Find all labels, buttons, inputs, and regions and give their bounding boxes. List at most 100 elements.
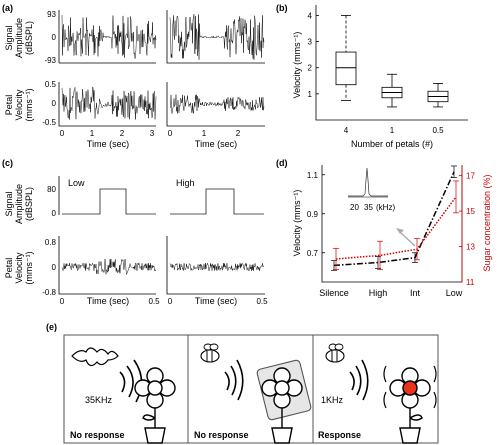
panel-c: (c) Signal Amplitude (dBSPL) Petal Veloc… xyxy=(2,158,268,306)
panel-c-left-xtick: 0 xyxy=(60,297,65,306)
panel-a-top-ylabel-1: Signal xyxy=(4,25,14,50)
scene-response-freq: 1KHz xyxy=(321,395,344,405)
panel-d-right-ytick-label: 11 xyxy=(466,278,475,287)
panel-c-bottom-ylabel-1: Petal xyxy=(4,258,14,279)
panel-a-right-xlabel: Time (sec) xyxy=(195,139,237,149)
panel-b-ytick-label: 1 xyxy=(308,90,313,99)
panel-b-xlabel: Number of petals (#) xyxy=(351,139,433,149)
panel-d-series-line xyxy=(335,196,457,260)
panel-a-left-xtick: 3 xyxy=(150,129,155,138)
panel-d-ticks: 0.7 0.9 1.1 11 13 15 17 Silence High Int Low xyxy=(307,171,476,298)
panel-a-left-xtick: 2 xyxy=(120,129,125,138)
panel-a-left-signal-trace xyxy=(61,14,157,59)
panel-b-ylabel: Velocity (mms⁻¹) xyxy=(292,32,302,99)
panel-d-right-ytick-label: 15 xyxy=(466,207,475,216)
panel-d-xtick-label: Silence xyxy=(319,288,349,298)
panel-a-right-xtick: 1 xyxy=(202,129,207,138)
panel-c-bottom-ylabel-2: Velocity xyxy=(14,252,24,284)
panel-d-right-ytick-label: 17 xyxy=(466,172,475,181)
panel-c-low-pulse xyxy=(62,188,156,215)
flower-icon xyxy=(261,367,303,444)
panel-a-top-ytick: 0 xyxy=(52,33,57,42)
panel-c-left-xlabel: Time (sec) xyxy=(87,296,129,306)
panel-a-top-ylabel-2: Amplitude xyxy=(14,18,24,58)
panel-c-bottom-ylabel-3: (mms⁻¹) xyxy=(24,251,34,284)
panel-b-ytick-label: 4 xyxy=(308,11,313,20)
panel-b-boxes xyxy=(335,15,449,108)
panel-b-xtick-label: 4 xyxy=(344,126,349,135)
bat-icon xyxy=(71,347,119,367)
panel-a-right-xtick: 2 xyxy=(236,129,241,138)
panel-c-top-ylabel-3: (dBSPL) xyxy=(24,187,34,221)
panel-a-bottom-ytick: -0.5 xyxy=(42,118,56,127)
inset-tick: 20 xyxy=(350,203,359,212)
panel-c-label: (c) xyxy=(2,158,13,168)
bee-icon xyxy=(200,343,220,363)
panel-b-label: (b) xyxy=(276,3,288,13)
panel-d-xtick-label: Low xyxy=(446,288,463,298)
panel-c-low-label: Low xyxy=(68,178,85,188)
vibration-marks-icon xyxy=(383,365,437,409)
panel-b-axes xyxy=(315,5,468,121)
panel-d-right-ytick-label: 13 xyxy=(466,243,475,252)
panel-a-left-velocity-trace xyxy=(61,86,157,120)
panel-d-left-ytick-label: 0.9 xyxy=(307,210,319,219)
panel-d-ylabel-right: Sugar concentration (%) xyxy=(482,174,492,271)
panel-a-right-velocity-trace xyxy=(169,94,265,114)
panel-a-top-ytick: -93 xyxy=(44,56,56,65)
flower-icon xyxy=(134,367,176,444)
panel-c-left-xtick: 0.5 xyxy=(148,297,160,306)
panel-c-bottom-ytick: 0.8 xyxy=(45,238,57,247)
panel-c-top-ylabel-1: Signal xyxy=(4,191,14,216)
panel-c-high-label: High xyxy=(176,178,195,188)
panel-a-bottom-ylabel-2: Velocity xyxy=(14,89,24,121)
panel-a-right-signal-trace xyxy=(169,14,265,60)
panel-c-right-axes xyxy=(166,236,265,295)
panel-d-inset: 20 35 (kHz) xyxy=(348,167,416,247)
panel-c-right-xtick: 0.5 xyxy=(256,297,268,306)
panel-b-ytick-label: 3 xyxy=(308,38,313,47)
panel-b-ticks: 1 2 3 4 4 1 0.5 xyxy=(308,11,445,135)
panel-e: (e) 35KHz No response xyxy=(46,322,439,444)
panel-a-traces xyxy=(61,14,265,120)
bee-icon xyxy=(325,343,345,363)
panel-c-high-velocity-trace xyxy=(169,262,265,272)
panel-a-left-axes xyxy=(58,10,156,127)
inset-spectrum-line xyxy=(348,167,388,197)
inset-arrowhead xyxy=(396,228,404,234)
panel-a-top-ylabel-3: (dBSPL) xyxy=(24,21,34,55)
panel-a-bottom-ylabel-1: Petal xyxy=(4,95,14,116)
panel-a-left-xtick: 0 xyxy=(60,129,65,138)
panel-a-left-xlabel: Time (sec) xyxy=(87,139,129,149)
panel-d-ylabel-left: Velocity (mms⁻¹) xyxy=(292,190,302,257)
inset-tick: 35 xyxy=(364,203,373,212)
flower-icon xyxy=(383,365,437,444)
panel-c-left-axes xyxy=(58,176,156,295)
panel-b-box xyxy=(335,51,357,86)
flower-center-highlight xyxy=(402,380,418,396)
sound-waves-icon xyxy=(224,359,244,401)
scene-bat-caption: No response xyxy=(70,430,125,440)
panel-b: (b) Velocity (mms⁻¹) 1 2 3 4 4 1 0.5 Number of… xyxy=(276,3,468,149)
inset-arrow xyxy=(399,231,416,247)
inset-tick: (kHz) xyxy=(376,203,395,212)
panel-a-bottom-ytick: 0 xyxy=(52,99,57,108)
panel-c-top-ylabel-2: Amplitude xyxy=(14,184,24,224)
panel-c-high-pulse xyxy=(170,188,264,215)
panel-c-right-xlabel: Time (sec) xyxy=(195,296,237,306)
scene-bat: 35KHz No response xyxy=(70,347,176,444)
panel-c-bottom-ytick: 0 xyxy=(52,263,57,272)
panel-c-right-xtick: 0 xyxy=(168,297,173,306)
panel-a-label: (a) xyxy=(2,3,13,13)
scene-bee-response: 1KHz Response xyxy=(318,343,437,444)
panel-d-xtick-label: High xyxy=(369,288,388,298)
panel-a-right-xtick: 0 xyxy=(168,129,173,138)
panel-d-left-ytick-label: 1.1 xyxy=(307,171,319,180)
panel-d: (d) Velocity (mms⁻¹) Sugar concentration… xyxy=(276,158,492,298)
panel-d-series-line xyxy=(333,171,455,267)
panel-c-low-velocity-trace xyxy=(61,258,157,275)
panel-c-traces xyxy=(61,258,265,275)
panel-e-frame xyxy=(63,334,439,444)
panel-a-bottom-ylabel-3: (mms⁻¹) xyxy=(24,88,34,121)
